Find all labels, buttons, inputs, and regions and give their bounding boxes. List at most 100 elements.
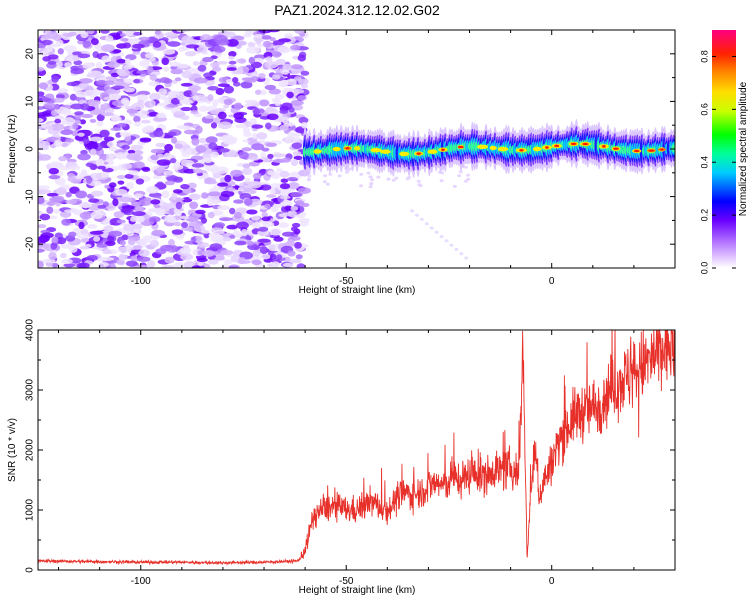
spectrogram-faint-cell <box>449 243 454 247</box>
spectrogram-noise-cell <box>39 213 51 221</box>
spectrogram-noise-cell <box>123 223 135 231</box>
spectrogram-noise-cell <box>295 254 303 260</box>
spectrogram-peak-cell <box>554 144 559 147</box>
spectrogram-noise-cell <box>252 249 261 257</box>
spectrogram-noise-cell <box>152 60 159 66</box>
spectrogram-faint-cell <box>418 184 423 188</box>
spectrogram-noise-cell <box>269 187 276 195</box>
spectrogram-noise-cell <box>38 140 47 147</box>
spectrogram-noise-cell <box>155 142 166 148</box>
spectrogram-noise-cell <box>118 253 126 261</box>
spectrogram-faint-cell <box>454 247 459 251</box>
spectrogram-noise-cell <box>256 132 268 140</box>
spectrogram-noise-cell <box>82 62 94 69</box>
spectrogram-noise-cell <box>247 42 256 48</box>
spectrogram-peak-cell <box>354 146 361 151</box>
spectrogram-faint-cell <box>458 170 463 174</box>
spectrogram-noise-cell <box>207 259 219 265</box>
spectrogram-peak-cell <box>380 149 391 154</box>
snr-x-tick-label: -100 <box>131 576 151 587</box>
spectrogram-noise-cell <box>183 129 197 135</box>
spectrogram-noise-cell <box>63 209 76 213</box>
spectrogram-noise-cell <box>230 169 243 177</box>
spectrogram-noise-cell <box>198 105 208 112</box>
spectrogram-noise-cell <box>229 207 236 215</box>
spectrogram-noise-cell <box>108 263 116 268</box>
spectrogram-noise-cell <box>275 58 287 65</box>
spectrogram-noise-cell <box>137 90 151 96</box>
spectrogram-noise-cell <box>54 103 61 110</box>
spectrogram-y-axis-label: Frequency (Hz) <box>7 115 18 184</box>
spectrogram-noise-cell <box>222 237 232 242</box>
snr-y-tick-label: 4000 <box>25 318 36 341</box>
spectrogram-noise-cell <box>76 262 90 268</box>
spectrogram-noise-cell <box>281 102 293 110</box>
spectrogram-noise-cell <box>210 151 220 158</box>
spectrogram-noise-cell <box>103 136 115 142</box>
spectrogram-noise-cell <box>262 40 272 48</box>
spectrogram-noise-cell <box>275 168 283 172</box>
spectrogram-faint-cell <box>457 174 462 178</box>
spectrogram-noise-cell <box>202 56 214 63</box>
spectrogram-noise-cell <box>153 129 164 138</box>
spectrogram-noise-cell <box>84 243 92 248</box>
spectrogram-noise-cell <box>86 30 95 35</box>
spectrogram-noise-cell <box>62 117 76 126</box>
spectrogram-noise-cell <box>258 30 272 34</box>
spectrogram-noise-cell <box>50 242 58 250</box>
spectrogram-noise-cell <box>49 161 63 170</box>
spectrogram-noise-cell <box>156 181 165 189</box>
spectrogram-noise-cell <box>53 208 61 214</box>
spectrogram-noise-cell <box>243 132 252 137</box>
spectrogram-noise-cell <box>151 229 165 237</box>
spectrogram-peak-cell <box>497 146 509 152</box>
spectrogram-peak-cell <box>417 152 421 155</box>
spectrogram-noise-cell <box>264 84 276 91</box>
snr-chart: -100 -50 0 0 1000 2000 3000 4000 Height of str… <box>7 318 676 596</box>
spectrogram-faint-cell <box>386 177 391 181</box>
spectrogram-noise-cell <box>176 30 191 33</box>
spectrogram-noise-cell <box>108 230 123 237</box>
spectrogram-noise-cell <box>228 55 235 60</box>
spectrogram-noise-cell <box>56 237 67 245</box>
spectrogram-noise-cell <box>55 187 67 195</box>
spectrogram-noise-cell <box>238 151 249 160</box>
spectrogram-noise-cell <box>169 91 181 96</box>
colorbar-gradient <box>712 30 736 268</box>
spectrogram-noise-cell <box>156 112 167 119</box>
colorbar-label: Normalized spectral amplitude <box>738 81 749 216</box>
spectrogram-noise-cell <box>187 182 197 189</box>
spectrogram-noise-cell <box>266 194 277 198</box>
spectrogram-noise-cell <box>72 122 79 130</box>
spectrogram-noise-cell <box>258 226 269 232</box>
spectrogram-noise-cell <box>171 229 184 235</box>
spectrogram-noise-cell <box>170 65 178 70</box>
spectrogram-noise-cell <box>133 115 141 123</box>
spectrogram-noise-cell <box>207 86 219 91</box>
spectrogram-noise-cell <box>136 256 151 262</box>
spectrogram-noise-cell <box>132 211 146 217</box>
spectrogram-faint-cell <box>368 185 373 189</box>
spectrogram-noise-cell <box>51 75 59 83</box>
spectrogram-noise-cell <box>61 142 69 148</box>
spectrogram-noise-cell <box>207 94 214 101</box>
spectrogram-noise-cell <box>174 143 184 150</box>
spectrogram-noise-cell <box>119 33 127 37</box>
spectrogram-noise-cell <box>191 265 201 268</box>
spectrogram-y-tick-label: 0 <box>25 146 36 152</box>
spectrogram-noise-cell <box>281 69 290 75</box>
spectrogram-noise-cell <box>38 154 52 161</box>
spectrogram-x-tick-label: 0 <box>549 276 555 287</box>
spectrogram-noise-cell <box>86 142 99 150</box>
spectrogram-noise-cell <box>38 248 45 253</box>
spectrogram-noise-cell <box>297 54 306 62</box>
spectrogram-noise-cell <box>46 31 59 39</box>
spectrogram-noise-cell <box>147 65 154 74</box>
spectrogram-noise-cell <box>224 174 232 183</box>
spectrogram-noise-cell <box>254 221 261 229</box>
snr-frame <box>37 329 676 571</box>
spectrogram-noise-cell <box>54 118 62 124</box>
spectrogram-noise-cell <box>117 246 131 253</box>
spectrogram-noise-cell <box>300 122 308 129</box>
spectrogram-noise-cell <box>115 152 126 160</box>
